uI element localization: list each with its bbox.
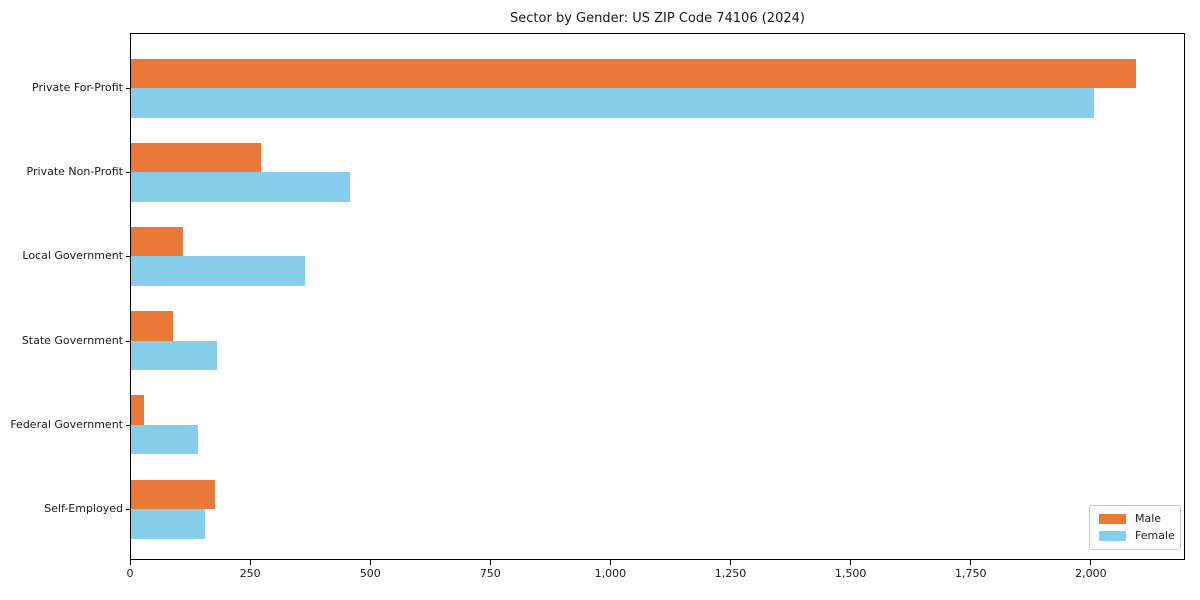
bar-female-local-government bbox=[131, 256, 305, 286]
bar-male-state-government bbox=[131, 311, 173, 341]
x-tick-mark bbox=[970, 560, 972, 565]
x-axis-tick-label: 1,750 bbox=[954, 567, 987, 580]
bar-male-federal-government bbox=[131, 395, 144, 425]
y-axis-label-private-for-profit: Private For-Profit bbox=[32, 81, 123, 94]
x-axis-tick-label: 1,500 bbox=[834, 567, 867, 580]
legend-entry-male: Male bbox=[1099, 513, 1180, 525]
legend-label: Male bbox=[1135, 512, 1162, 525]
legend: Male Female bbox=[1089, 505, 1181, 550]
legend-swatch-male bbox=[1099, 514, 1126, 524]
x-tick-mark bbox=[730, 560, 732, 565]
x-axis-tick-label: 1,000 bbox=[594, 567, 627, 580]
legend-swatch-female bbox=[1099, 531, 1126, 541]
chart-title: Sector by Gender: US ZIP Code 74106 (202… bbox=[510, 11, 805, 26]
x-axis-tick-label: 750 bbox=[479, 567, 501, 580]
y-tick-mark bbox=[126, 424, 130, 426]
y-axis-label-local-government: Local Government bbox=[22, 249, 123, 263]
bar-female-self-employed bbox=[131, 509, 206, 539]
x-tick-mark bbox=[129, 560, 131, 565]
plot-area bbox=[130, 33, 1185, 560]
legend-label: Female bbox=[1135, 529, 1175, 542]
y-axis-label-private-non-profit: Private Non-Profit bbox=[26, 165, 123, 179]
x-tick-mark bbox=[850, 560, 852, 565]
x-axis-tick-label: 2,000 bbox=[1075, 567, 1107, 580]
bar-female-private-non-profit bbox=[131, 172, 351, 202]
bar-male-private-non-profit bbox=[131, 142, 262, 173]
bar-male-self-employed bbox=[131, 479, 216, 509]
x-axis-tick-label: 1,250 bbox=[714, 567, 747, 580]
x-tick-mark bbox=[1090, 560, 1092, 565]
bar-male-local-government bbox=[131, 226, 183, 257]
y-tick-mark bbox=[126, 509, 130, 510]
x-axis-tick-label: 0 bbox=[126, 567, 134, 580]
bar-male-private-for-profit bbox=[131, 58, 1137, 88]
x-tick-mark bbox=[369, 560, 371, 565]
y-tick-mark bbox=[126, 256, 130, 258]
bar-female-federal-government bbox=[131, 424, 198, 455]
x-axis-tick-label: 500 bbox=[359, 567, 381, 580]
bar-female-private-for-profit bbox=[131, 88, 1095, 118]
legend-entry-female: Female bbox=[1099, 530, 1180, 542]
x-axis-tick-label: 250 bbox=[239, 567, 261, 580]
y-tick-mark bbox=[126, 88, 130, 89]
y-axis-label-self-employed: Self-Employed bbox=[44, 502, 123, 515]
y-axis-label-state-government: State Government bbox=[21, 333, 123, 347]
bar-female-state-government bbox=[131, 340, 217, 371]
x-tick-mark bbox=[489, 560, 491, 565]
y-tick-mark bbox=[126, 172, 130, 174]
y-tick-mark bbox=[126, 340, 130, 342]
x-tick-mark bbox=[249, 560, 251, 565]
x-tick-mark bbox=[609, 560, 611, 565]
y-axis-label-federal-government: Federal Government bbox=[10, 417, 123, 431]
